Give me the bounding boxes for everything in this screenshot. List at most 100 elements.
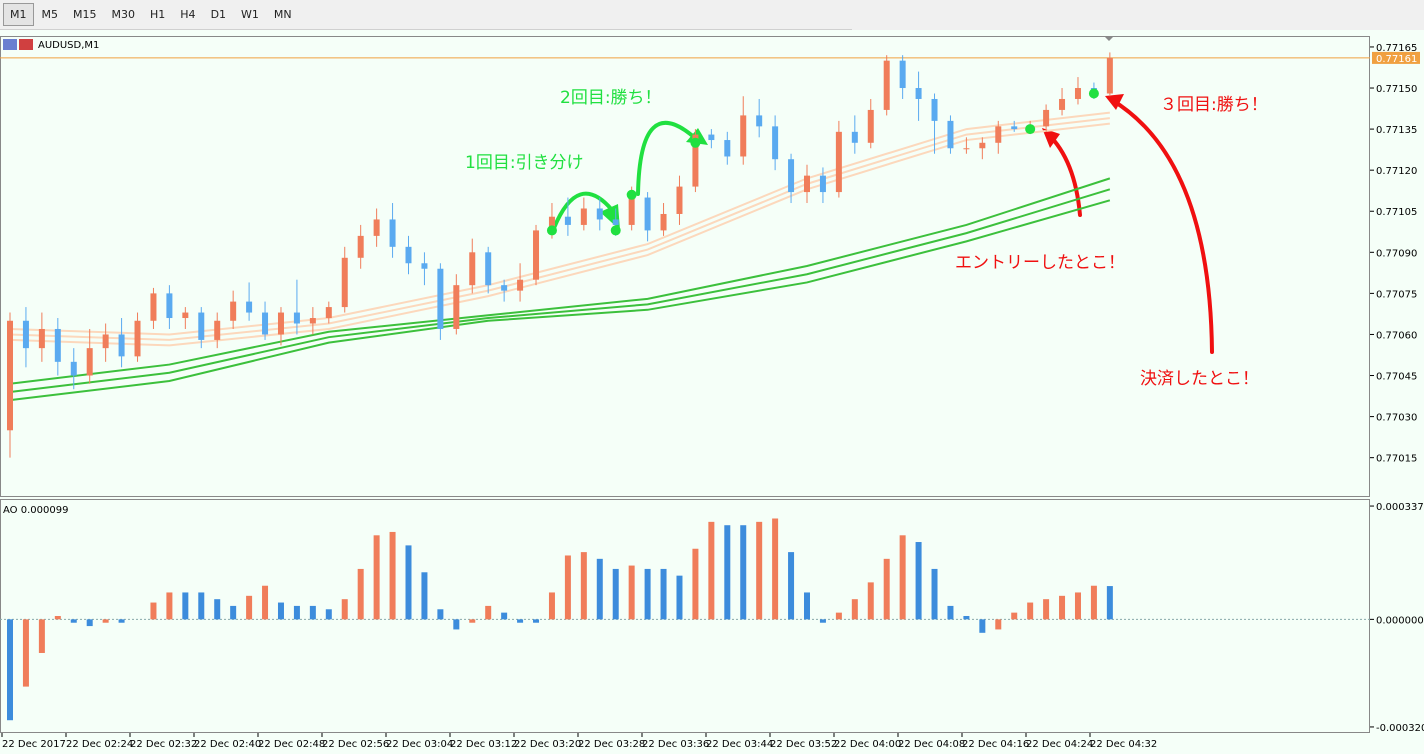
candle-body [22, 320, 29, 349]
trade-marker [546, 225, 557, 236]
candle-body [7, 320, 13, 431]
candle-body [437, 268, 444, 329]
candle-body [819, 175, 826, 193]
candle-body [740, 115, 747, 157]
ao-bar [453, 619, 460, 630]
ao-bar [485, 605, 492, 620]
candle-body [325, 307, 332, 319]
moving-average [9, 199, 1111, 402]
x-tick-label: 22 Dec 03:20 [514, 739, 581, 750]
x-tick-label: 22 Dec 04:16 [962, 739, 1029, 750]
annotation: エントリーしたとこ！ [955, 253, 1125, 273]
y-tick-label: -0.000320 [1376, 723, 1424, 734]
ao-bar [1011, 612, 1018, 620]
candle-body [341, 257, 348, 308]
candle-body [548, 216, 555, 231]
candle-body [995, 126, 1002, 143]
candle-body [309, 318, 316, 324]
ao-bar [596, 558, 603, 620]
x-tick-label: 22 Dec 02:40 [194, 739, 261, 750]
candle-body [564, 216, 571, 225]
candle-body [628, 197, 635, 225]
x-tick-label: 22 Dec 04:32 [1090, 739, 1157, 750]
ao-bar [7, 619, 13, 721]
ao-bar [788, 552, 795, 620]
candle-body [293, 312, 300, 324]
candle-body [469, 252, 476, 286]
ao-bar [612, 568, 619, 620]
candle-body [708, 134, 715, 141]
candle-body [1106, 57, 1113, 94]
timeframe-button[interactable]: MN [273, 8, 292, 21]
candle-body [899, 60, 906, 89]
ao-bar [564, 555, 571, 620]
candle-body [772, 126, 779, 160]
ao-bar [150, 602, 157, 620]
moving-average [9, 177, 1111, 385]
chart-window: AUDUSD,M1 AO 0.000099 0.77165 0.77150 0.77… [0, 30, 1424, 754]
timeframe-button[interactable]: M15 [73, 8, 97, 21]
ao-bar [309, 605, 316, 620]
x-tick-label: 22 Dec 04:00 [834, 739, 901, 750]
y-tick-label: 0.77105 [1376, 207, 1417, 218]
ao-bar [548, 592, 555, 620]
trade-marker [690, 137, 701, 148]
timeframe-button[interactable]: W1 [241, 8, 259, 21]
candle-body [947, 120, 954, 149]
candle-body [421, 263, 428, 269]
timeframe-button[interactable]: M30 [111, 8, 136, 21]
ao-bar [1074, 592, 1081, 620]
candle-body [788, 159, 795, 193]
ao-bar [899, 535, 906, 620]
candle-body [931, 98, 938, 121]
ao-bar [325, 609, 332, 620]
ao-bar [357, 568, 364, 620]
timeframe-button[interactable]: H4 [180, 8, 196, 21]
candle-body [70, 361, 77, 376]
candle-body [150, 293, 157, 321]
x-tick-label: 22 Dec 02:48 [258, 739, 325, 750]
candle-body [1011, 126, 1018, 130]
ao-bar [628, 565, 635, 620]
annotation: 決済したとこ！ [1140, 369, 1259, 389]
trade-marker [626, 189, 637, 200]
x-tick-label: 22 Dec 04:08 [898, 739, 965, 750]
candle-body [102, 334, 109, 349]
timeframe-button[interactable]: H1 [150, 8, 166, 21]
ao-bar [931, 568, 938, 620]
candle-body [835, 131, 842, 193]
ao-bar [772, 518, 779, 620]
moving-average [9, 111, 1110, 336]
ao-bar [835, 612, 842, 620]
candle-body [596, 208, 603, 220]
chart-background [0, 30, 1424, 754]
candle-body [867, 109, 874, 143]
ao-bar [86, 619, 93, 627]
candle-body [182, 312, 189, 319]
candle-body [501, 285, 508, 291]
candle-body [262, 312, 269, 335]
ao-bar [277, 602, 284, 620]
ao-bar [533, 619, 540, 623]
candle-body [756, 115, 763, 127]
candle-body [804, 175, 810, 193]
timeframe-button[interactable]: M1 [3, 3, 34, 26]
ao-bar [867, 582, 874, 620]
y-tick-label: 0.77135 [1376, 125, 1417, 136]
y-tick-label: 0.77030 [1376, 413, 1417, 424]
x-tick-label: 22 Dec 02:24 [66, 739, 133, 750]
timeframe-button[interactable]: M5 [41, 8, 59, 21]
bid-label: 0.77161 [1376, 54, 1417, 65]
ao-bar [469, 619, 476, 623]
candle-body [692, 134, 699, 187]
timeframe-button[interactable]: D1 [210, 8, 227, 21]
ao-bar [724, 525, 731, 620]
candle-body [580, 208, 587, 225]
ao-bar [1043, 599, 1050, 620]
ao-bar [293, 605, 300, 620]
candle-body [1059, 98, 1066, 110]
symbol-icon [19, 39, 33, 50]
trade-marker [1025, 124, 1036, 135]
ao-bar [851, 599, 858, 620]
moving-average [9, 122, 1110, 347]
